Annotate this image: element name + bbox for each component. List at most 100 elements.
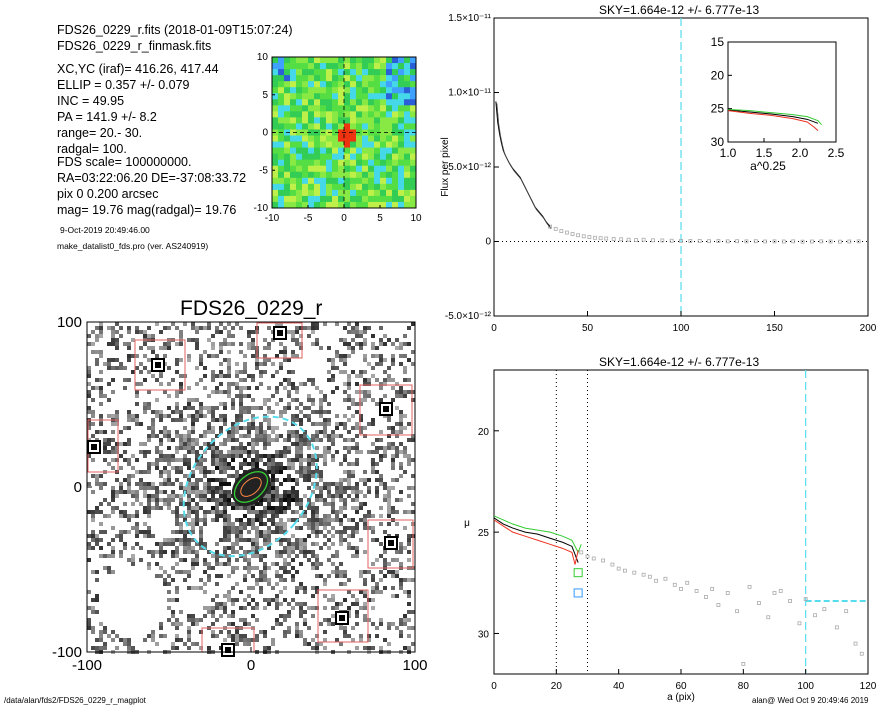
image-pixel bbox=[371, 458, 375, 462]
heatmap-cell bbox=[284, 195, 291, 203]
image-pixel bbox=[275, 478, 279, 482]
image-pixel bbox=[355, 526, 359, 530]
image-pixel bbox=[323, 418, 327, 422]
image-pixel bbox=[247, 638, 251, 642]
image-pixel bbox=[231, 530, 235, 534]
flux-point bbox=[781, 239, 786, 244]
image-pixel bbox=[303, 610, 307, 614]
image-pixel bbox=[307, 462, 311, 466]
image-pixel bbox=[167, 538, 171, 542]
image-pixel bbox=[355, 322, 359, 326]
image-pixel bbox=[287, 446, 291, 450]
image-pixel bbox=[355, 610, 359, 614]
image-pixel bbox=[263, 578, 267, 582]
image-pixel bbox=[347, 382, 351, 386]
image-pixel bbox=[403, 618, 407, 622]
image-pixel bbox=[135, 470, 139, 474]
image-pixel bbox=[247, 450, 251, 454]
image-pixel bbox=[283, 558, 287, 562]
image-pixel bbox=[331, 442, 335, 446]
image-pixel bbox=[103, 446, 107, 450]
image-pixel bbox=[247, 422, 251, 426]
heatmap-cell bbox=[386, 183, 393, 191]
image-pixel bbox=[247, 462, 251, 466]
image-pixel bbox=[287, 382, 291, 386]
heatmap-cell bbox=[320, 189, 327, 197]
image-pixel bbox=[331, 458, 335, 462]
image-pixel bbox=[251, 406, 255, 410]
image-pixel bbox=[327, 422, 331, 426]
image-pixel bbox=[147, 514, 151, 518]
image-pixel bbox=[171, 418, 175, 422]
image-pixel bbox=[335, 366, 339, 370]
heatmap-cell bbox=[272, 105, 279, 112]
image-pixel bbox=[407, 438, 411, 442]
image-pixel bbox=[283, 438, 287, 442]
image-pixel bbox=[263, 454, 267, 458]
image-pixel bbox=[303, 458, 307, 462]
image-pixel bbox=[335, 638, 339, 642]
image-pixel bbox=[179, 538, 183, 542]
image-pixel bbox=[323, 618, 327, 622]
image-pixel bbox=[239, 398, 243, 402]
heatmap-cell bbox=[344, 111, 351, 118]
flux-xtick-label: 100 bbox=[673, 323, 690, 334]
image-pixel bbox=[255, 358, 259, 362]
heatmap-cell bbox=[344, 189, 351, 197]
image-pixel bbox=[223, 506, 227, 510]
image-pixel bbox=[367, 634, 371, 638]
image-pixel bbox=[263, 570, 267, 574]
image-pixel bbox=[231, 454, 235, 458]
image-pixel bbox=[159, 430, 163, 434]
image-ytick-label: -100 bbox=[52, 644, 82, 661]
image-pixel bbox=[395, 594, 399, 598]
image-pixel bbox=[295, 386, 299, 390]
image-pixel bbox=[399, 498, 403, 502]
image-pixel bbox=[99, 546, 103, 550]
image-pixel bbox=[387, 522, 391, 526]
image-pixel bbox=[323, 522, 327, 526]
image-pixel bbox=[247, 566, 251, 570]
image-pixel bbox=[239, 462, 243, 466]
heatmap-cell bbox=[410, 123, 417, 130]
heatmap-cell bbox=[350, 111, 357, 118]
image-pixel bbox=[235, 502, 239, 506]
heatmap-cell bbox=[290, 57, 297, 64]
image-pixel bbox=[247, 334, 251, 338]
image-pixel bbox=[159, 442, 163, 446]
image-pixel bbox=[387, 626, 391, 630]
image-pixel bbox=[243, 406, 247, 410]
image-pixel bbox=[287, 370, 291, 374]
image-pixel bbox=[383, 550, 387, 554]
image-pixel bbox=[187, 386, 191, 390]
image-pixel bbox=[319, 474, 323, 478]
image-pixel bbox=[263, 554, 267, 558]
image-pixel bbox=[291, 386, 295, 390]
image-pixel bbox=[239, 590, 243, 594]
heatmap-cell bbox=[320, 123, 327, 130]
image-pixel bbox=[295, 338, 299, 342]
image-pixel bbox=[379, 454, 383, 458]
image-pixel bbox=[267, 418, 271, 422]
image-pixel bbox=[275, 486, 279, 490]
image-pixel bbox=[247, 330, 251, 334]
image-pixel bbox=[211, 354, 215, 358]
heatmap-cell bbox=[374, 81, 381, 88]
image-pixel bbox=[135, 394, 139, 398]
image-pixel bbox=[155, 486, 159, 490]
heatmap-cell bbox=[284, 183, 291, 191]
image-pixel bbox=[251, 458, 255, 462]
image-pixel bbox=[211, 598, 215, 602]
image-pixel bbox=[187, 638, 191, 642]
image-pixel bbox=[223, 494, 227, 498]
heatmap-cell bbox=[290, 105, 297, 112]
image-pixel bbox=[299, 542, 303, 546]
image-pixel bbox=[283, 522, 287, 526]
image-pixel bbox=[323, 426, 327, 430]
inset-xtick-label: 1.0 bbox=[720, 146, 737, 160]
image-pixel bbox=[199, 406, 203, 410]
image-pixel bbox=[363, 358, 367, 362]
image-pixel bbox=[343, 506, 347, 510]
image-pixel bbox=[395, 550, 399, 554]
image-pixel bbox=[403, 590, 407, 594]
